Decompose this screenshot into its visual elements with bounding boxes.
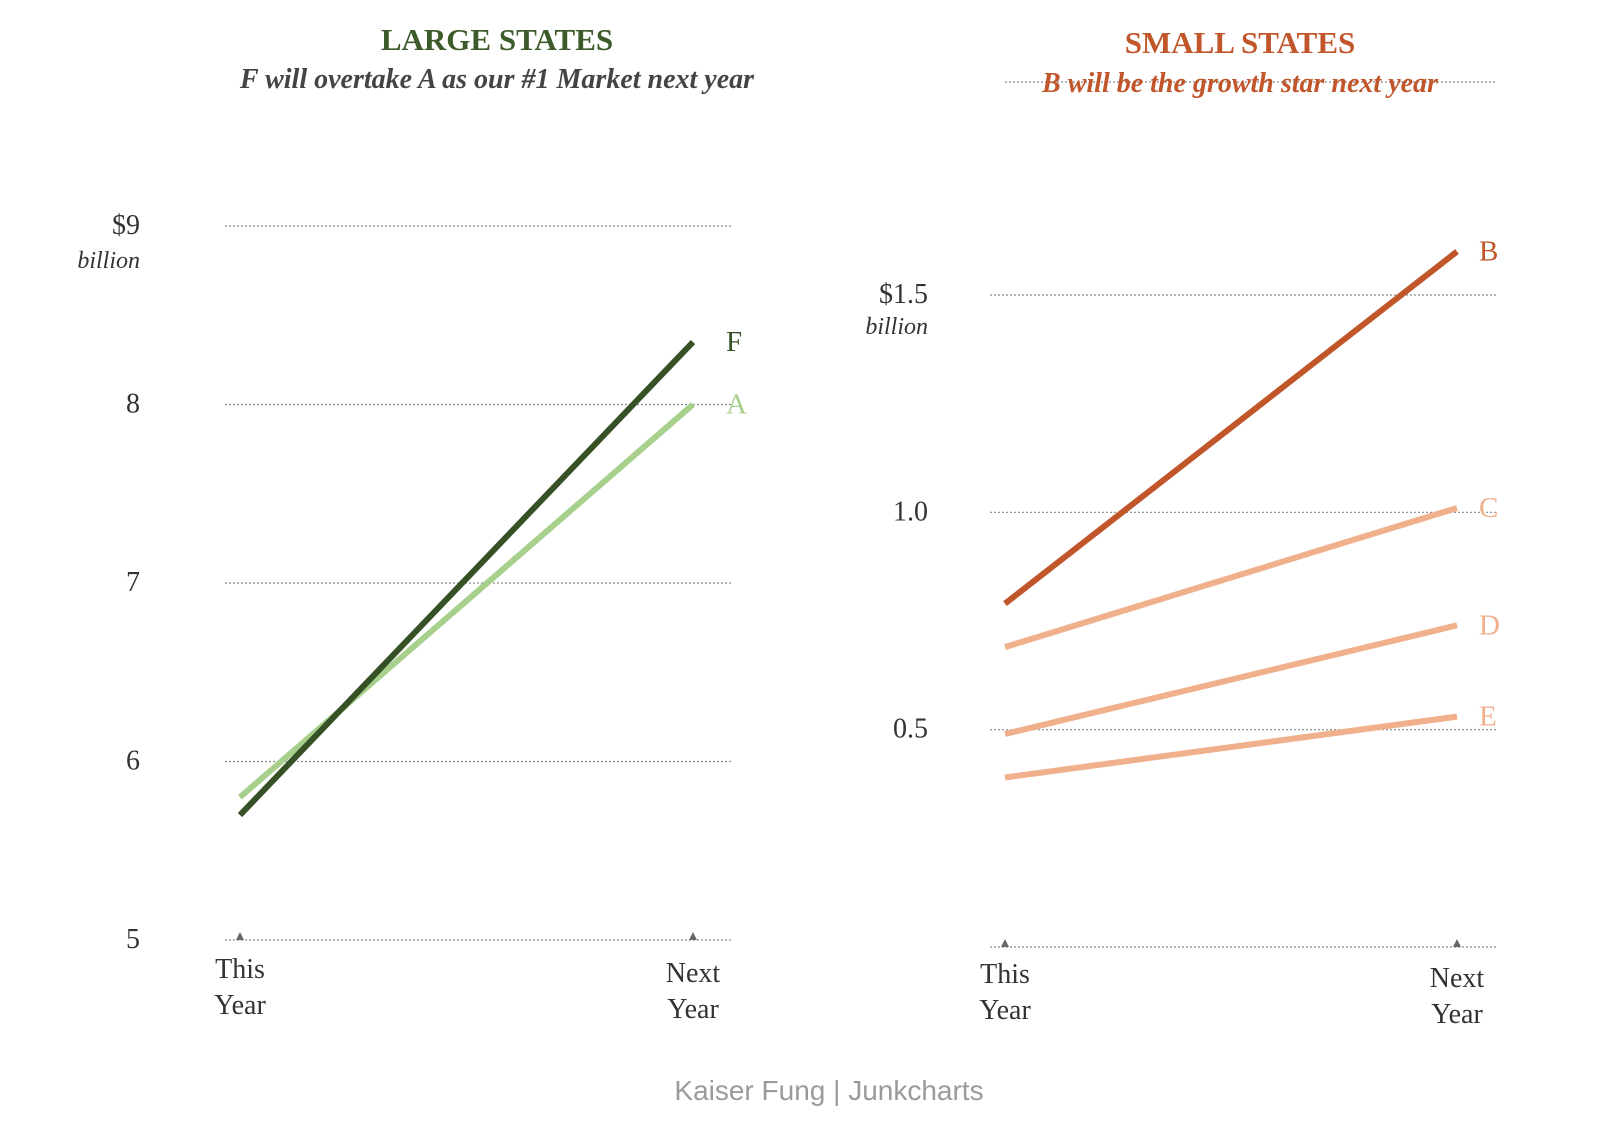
y-tick-label: 7 [126, 567, 140, 598]
panel-title: LARGE STATES [381, 22, 613, 57]
panel-subtitle: F will overtake A as our #1 Market next … [239, 64, 755, 95]
x-tick-label: Next Year [1430, 963, 1485, 1030]
x-tick-label: Next Year [666, 958, 721, 1025]
unit-label: billion [77, 248, 140, 274]
x-tick-label-line: Next [666, 958, 721, 989]
x-tick-label: This Year [979, 959, 1031, 1026]
x-tick-marker [689, 932, 697, 940]
series-line-d [1004, 622, 1458, 737]
y-tick-label: 1.0 [893, 496, 928, 527]
x-tick-label: This Year [214, 954, 266, 1021]
series-label-c: C [1479, 492, 1498, 524]
x-tick-marker [1001, 939, 1009, 947]
series-label-f: F [726, 326, 742, 358]
y-tick-label: $9 [112, 210, 140, 241]
series-line-f [237, 339, 696, 818]
y-tick-label: 6 [126, 746, 140, 777]
x-tick-marker [1453, 939, 1461, 947]
series-line-c [1004, 505, 1458, 650]
x-tick-label-line: This [980, 959, 1030, 990]
x-tick-label-line: Year [667, 994, 719, 1025]
credit-text: Kaiser Fung | Junkcharts [674, 1075, 983, 1106]
x-tick-label-line: Year [1431, 999, 1483, 1030]
y-tick-label: 8 [126, 389, 140, 420]
series-label-b: B [1479, 236, 1498, 268]
y-tick-label: $1.5 [879, 279, 928, 310]
y-tick-label: 5 [126, 924, 140, 955]
x-tick-marker [236, 932, 244, 940]
x-tick-label-line: Year [214, 990, 266, 1021]
series-label-e: E [1479, 701, 1497, 733]
panel-subtitle: B will be the growth star next year [1041, 68, 1439, 99]
series-line-b [1003, 249, 1459, 606]
series-label-d: D [1479, 609, 1500, 641]
unit-label: billion [865, 314, 928, 340]
large-states-panel: LARGE STATES F will overtake A as our #1 … [77, 22, 755, 1025]
series-line-a [238, 402, 695, 800]
series-line-e [1004, 713, 1458, 781]
small-states-panel: SMALL STATES B will be the growth star ne… [865, 25, 1500, 1030]
panel-title: SMALL STATES [1125, 25, 1356, 60]
series-label-a: A [726, 389, 747, 421]
x-tick-label-line: Next [1430, 963, 1485, 994]
y-tick-label: 0.5 [893, 714, 928, 745]
x-tick-label-line: Year [979, 995, 1031, 1026]
x-tick-label-line: This [215, 954, 265, 985]
